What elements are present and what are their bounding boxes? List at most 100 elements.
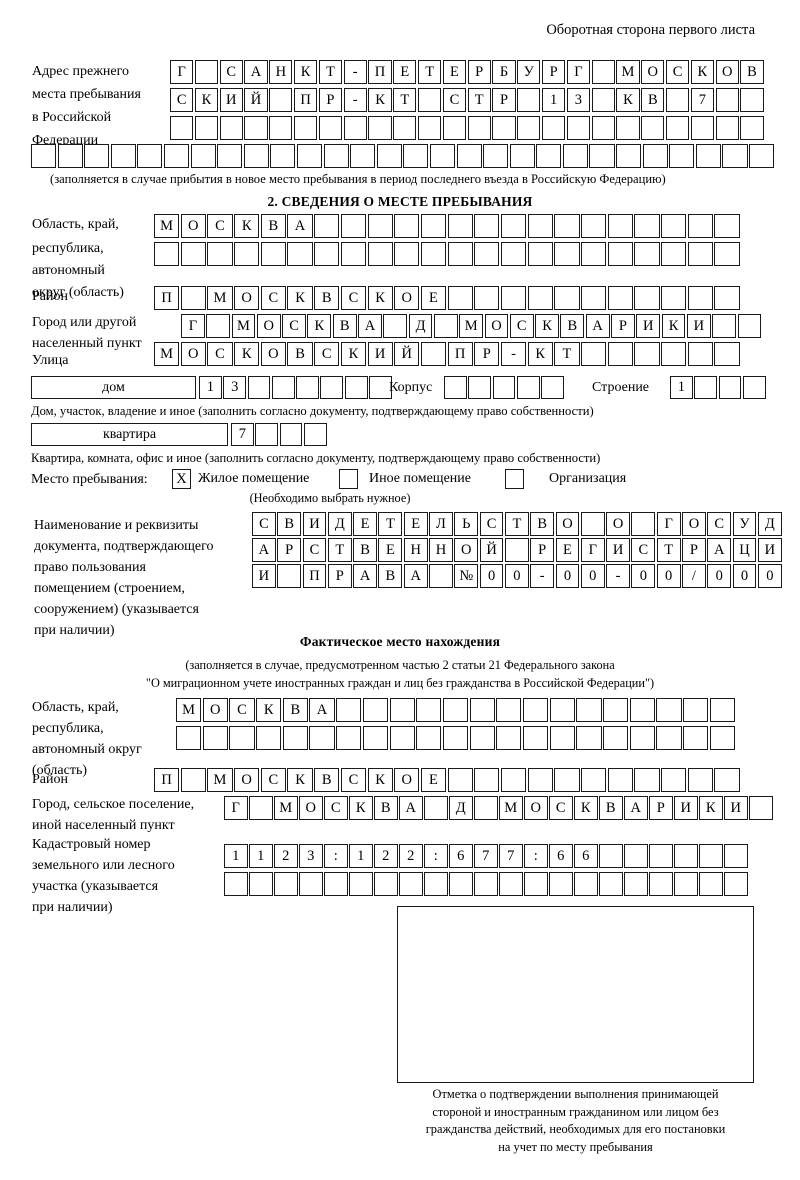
form-cell[interactable] (474, 768, 500, 792)
form-cell[interactable]: А (707, 538, 732, 562)
form-cell[interactable] (517, 116, 541, 140)
form-cell[interactable]: В (378, 564, 403, 588)
form-cell[interactable]: О (715, 60, 739, 84)
form-cell[interactable]: А (403, 564, 428, 588)
form-cell[interactable]: К (527, 342, 553, 366)
form-cell[interactable]: К (349, 796, 373, 820)
form-cell[interactable] (170, 116, 194, 140)
form-cell[interactable] (742, 376, 766, 399)
form-cell[interactable]: К (340, 342, 366, 366)
form-cell[interactable] (154, 242, 180, 266)
form-cell[interactable]: А (252, 538, 276, 562)
form-cell[interactable]: С (170, 88, 194, 112)
form-cell[interactable] (687, 286, 713, 310)
form-cell[interactable]: У (517, 60, 541, 84)
form-cell[interactable] (661, 214, 687, 238)
form-cell[interactable] (271, 376, 295, 399)
form-cell[interactable]: Е (403, 512, 428, 536)
form-cell[interactable] (718, 376, 742, 399)
form-cell[interactable]: С (707, 512, 732, 536)
form-cell[interactable] (394, 242, 420, 266)
form-cell[interactable]: К (661, 314, 686, 338)
form-cell[interactable]: П (302, 564, 327, 588)
form-cell[interactable] (500, 768, 527, 792)
form-cell[interactable] (343, 116, 367, 140)
form-cell[interactable]: С (340, 286, 366, 310)
form-cell[interactable] (554, 242, 580, 266)
form-cell[interactable]: К (234, 342, 260, 366)
form-cell[interactable]: Т (318, 60, 343, 84)
form-cell[interactable] (649, 872, 673, 896)
form-cell[interactable]: 7 (499, 844, 523, 868)
stay-type-checkbox-organization[interactable] (505, 469, 524, 489)
form-cell[interactable]: 1 (670, 376, 693, 399)
form-cell[interactable] (469, 698, 495, 722)
form-cell[interactable] (468, 376, 492, 399)
form-cell[interactable]: О (484, 314, 509, 338)
form-cell[interactable] (344, 376, 368, 399)
form-cell[interactable]: В (374, 796, 398, 820)
form-cell[interactable] (624, 872, 648, 896)
form-cell[interactable]: 7 (690, 88, 715, 112)
form-cell[interactable] (219, 116, 243, 140)
form-cell[interactable] (447, 768, 473, 792)
form-cell[interactable]: 6 (574, 844, 598, 868)
form-cell[interactable]: Т (504, 512, 529, 536)
form-cell[interactable] (642, 144, 668, 168)
form-cell[interactable] (634, 242, 660, 266)
form-cell[interactable]: 1 (249, 844, 273, 868)
form-cell[interactable]: Р (649, 796, 673, 820)
form-cell[interactable] (624, 844, 648, 868)
form-cell[interactable] (442, 726, 469, 750)
form-cell[interactable] (190, 144, 216, 168)
form-cell[interactable] (631, 512, 656, 536)
form-cell[interactable] (349, 872, 373, 896)
form-cell[interactable]: 7 (474, 844, 498, 868)
form-cell[interactable] (715, 88, 739, 112)
form-cell[interactable]: В (353, 538, 377, 562)
form-cell[interactable]: 0 (479, 564, 504, 588)
form-cell[interactable]: О (180, 342, 206, 366)
form-cell[interactable] (527, 242, 553, 266)
form-cell[interactable] (599, 844, 623, 868)
form-cell[interactable] (416, 698, 442, 722)
form-cell[interactable] (389, 698, 415, 722)
form-cell[interactable]: О (606, 512, 630, 536)
prev-address-row-4[interactable] (31, 144, 775, 168)
form-cell[interactable] (687, 214, 713, 238)
prev-address-row-3[interactable] (170, 116, 764, 140)
form-cell[interactable]: Р (682, 538, 706, 562)
form-cell[interactable]: О (394, 768, 420, 792)
form-cell[interactable] (296, 376, 319, 399)
form-cell[interactable] (84, 144, 110, 168)
form-cell[interactable]: М (616, 60, 640, 84)
form-cell[interactable] (309, 726, 335, 750)
form-cell[interactable] (634, 768, 660, 792)
form-cell[interactable] (474, 796, 498, 820)
form-cell[interactable] (641, 116, 665, 140)
form-cell[interactable]: - (530, 564, 555, 588)
form-cell[interactable]: В (260, 214, 286, 238)
form-cell[interactable] (695, 144, 721, 168)
form-cell[interactable]: В (560, 314, 585, 338)
form-cell[interactable]: 6 (449, 844, 473, 868)
form-cell[interactable]: - (500, 342, 527, 366)
form-cell[interactable] (207, 242, 233, 266)
doc-row-3[interactable]: И П Р А В А № 0 0-0 0-0 0/0 0 0 (252, 564, 782, 588)
form-cell[interactable]: Ц (732, 538, 757, 562)
form-cell[interactable] (549, 726, 575, 750)
form-cell[interactable]: К (287, 286, 313, 310)
form-cell[interactable] (277, 564, 302, 588)
form-cell[interactable]: Е (420, 286, 447, 310)
form-cell[interactable]: : (524, 844, 548, 868)
form-cell[interactable]: Й (394, 342, 420, 366)
form-cell[interactable] (314, 214, 340, 238)
form-cell[interactable]: О (234, 286, 260, 310)
form-cell[interactable] (180, 286, 206, 310)
form-cell[interactable]: 1 (199, 376, 222, 399)
form-cell[interactable]: 0 (757, 564, 782, 588)
form-cell[interactable] (566, 116, 591, 140)
form-cell[interactable]: Р (530, 538, 555, 562)
form-cell[interactable]: Е (378, 538, 403, 562)
